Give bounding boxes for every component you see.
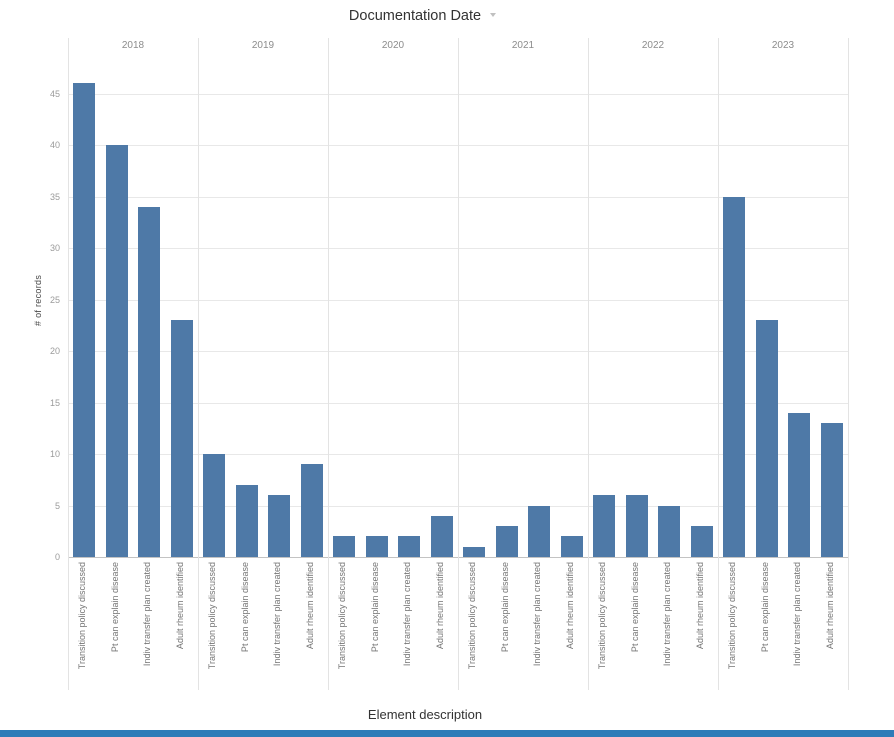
title-caret-icon: [490, 13, 496, 17]
bottom-strip: [0, 730, 894, 737]
year-header: 2021: [511, 40, 535, 51]
panel-divider: [588, 38, 589, 690]
panel-divider: [198, 38, 199, 690]
category-label: Adult rheum identified: [304, 562, 315, 650]
category-label: Pt can explain disease: [499, 562, 510, 653]
bar[interactable]: [625, 495, 648, 557]
category-label: Adult rheum identified: [564, 562, 575, 650]
y-tick-label: 45: [49, 88, 60, 99]
category-label: Transition policy discussed: [77, 562, 88, 670]
bar[interactable]: [463, 546, 486, 557]
y-tick-label: 40: [49, 140, 60, 150]
category-label: Transition policy discussed: [727, 562, 738, 670]
y-tick-label: 25: [49, 294, 60, 305]
y-tick-label: 10: [49, 449, 60, 459]
y-tick-label: 20: [49, 346, 60, 356]
y-tick-label: 15: [49, 397, 60, 408]
category-label: Indiv transfer plan created: [272, 562, 283, 667]
bar[interactable]: [170, 320, 193, 557]
bar[interactable]: [268, 495, 291, 557]
category-label: Transition policy discussed: [597, 562, 608, 670]
category-label: Adult rheum identified: [824, 562, 835, 650]
bar[interactable]: [235, 484, 258, 557]
category-label: Transition policy discussed: [467, 562, 478, 670]
panel-divider: [68, 38, 69, 690]
category-label: Adult rheum identified: [434, 562, 445, 650]
bar[interactable]: [690, 526, 713, 557]
bar[interactable]: [528, 505, 551, 557]
bar[interactable]: [658, 505, 681, 557]
category-label: Indiv transfer plan created: [792, 562, 803, 667]
bar[interactable]: [300, 464, 323, 557]
bar[interactable]: [723, 196, 746, 557]
year-header: 2018: [121, 40, 145, 51]
bar[interactable]: [398, 536, 421, 557]
year-header: 2023: [771, 40, 795, 51]
category-label: Indiv transfer plan created: [142, 562, 153, 667]
bar[interactable]: [333, 536, 356, 557]
bar[interactable]: [138, 206, 161, 557]
panel-divider: [328, 38, 329, 690]
year-header: 2020: [381, 40, 405, 51]
bar[interactable]: [560, 536, 583, 557]
bar[interactable]: [820, 423, 843, 557]
bar[interactable]: [755, 320, 778, 557]
category-label: Pt can explain disease: [109, 562, 120, 653]
category-label: Adult rheum identified: [174, 562, 185, 650]
category-label: Pt can explain disease: [369, 562, 380, 653]
bar[interactable]: [430, 515, 453, 557]
category-label: Indiv transfer plan created: [402, 562, 413, 667]
y-tick-label: 5: [54, 500, 60, 511]
bar[interactable]: [593, 495, 616, 557]
panel-divider: [458, 38, 459, 690]
x-axis-title: Element description: [367, 707, 483, 722]
category-label: Transition policy discussed: [337, 562, 348, 670]
category-label: Pt can explain disease: [239, 562, 250, 653]
chart-title: Documentation Date: [348, 8, 482, 24]
year-header: 2022: [641, 40, 665, 51]
y-tick-label: 35: [49, 191, 60, 202]
panel-divider: [848, 38, 849, 690]
bar[interactable]: [495, 526, 518, 557]
bar[interactable]: [788, 412, 811, 557]
bar[interactable]: [73, 83, 96, 557]
year-header: 2019: [251, 40, 275, 51]
category-label: Transition policy discussed: [207, 562, 218, 670]
panel-divider: [718, 38, 719, 690]
category-label: Adult rheum identified: [694, 562, 705, 650]
category-label: Pt can explain disease: [629, 562, 640, 653]
bar[interactable]: [105, 145, 128, 557]
category-label: Indiv transfer plan created: [662, 562, 673, 667]
bar[interactable]: [365, 536, 388, 557]
bar[interactable]: [203, 454, 226, 557]
category-label: Pt can explain disease: [759, 562, 770, 653]
category-label: Indiv transfer plan created: [532, 562, 543, 667]
y-tick-label: 30: [49, 243, 60, 253]
y-tick-label: 0: [54, 552, 60, 562]
